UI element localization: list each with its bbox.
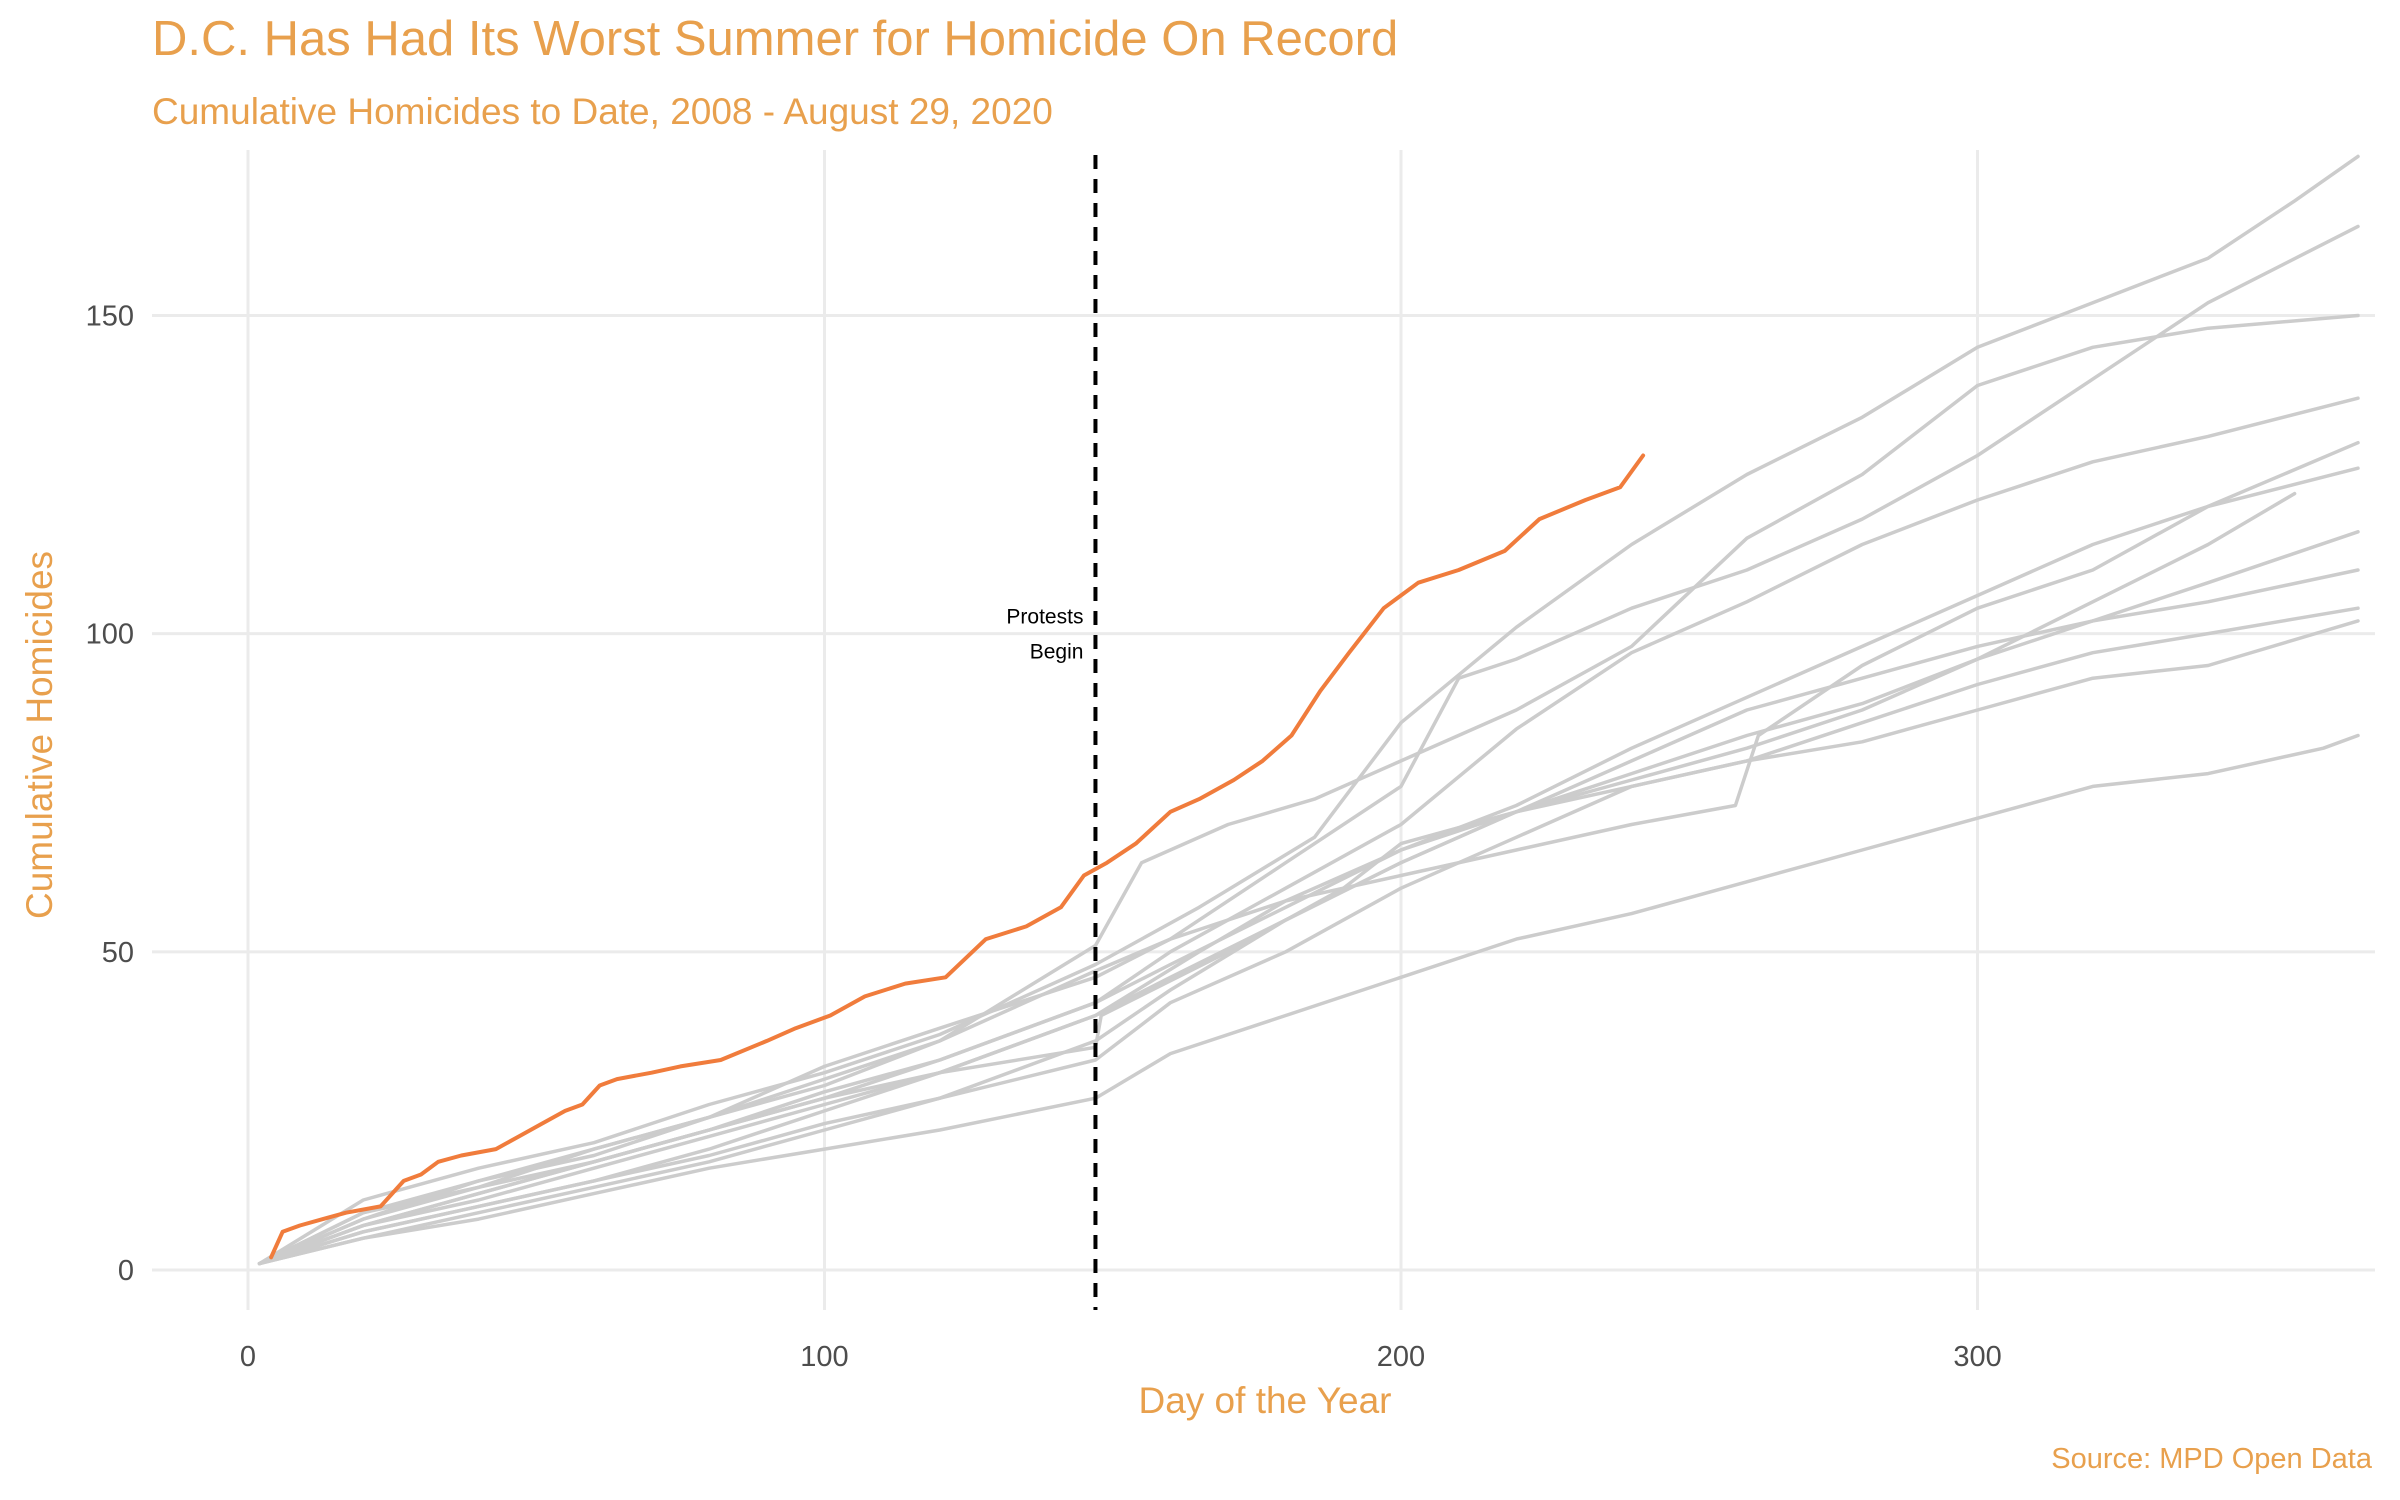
x-tick-label: 0 (240, 1341, 256, 1373)
background-series-group (257, 154, 2360, 1266)
background-series-line (257, 313, 2360, 1266)
x-axis-title: Day of the Year (1138, 1380, 1391, 1421)
x-tick-label: 300 (1953, 1341, 2001, 1373)
x-tick-label: 100 (800, 1341, 848, 1373)
background-series-line (257, 568, 2360, 1266)
y-axis-title: Cumulative Homicides (19, 551, 60, 919)
background-series-line (257, 396, 2360, 1266)
background-series-line (257, 733, 2360, 1266)
axis-labels: 0 50 100 150 0 100 200 300 (86, 300, 2002, 1373)
background-series-line (257, 466, 2360, 1266)
y-tick-label: 100 (86, 619, 134, 651)
protests-annotation: Protests Begin (1006, 155, 1098, 1310)
grid-lines (152, 150, 2375, 1310)
chart-subtitle: Cumulative Homicides to Date, 2008 - Aug… (152, 91, 1053, 132)
background-series-line (257, 619, 2360, 1266)
background-series-line (257, 606, 2360, 1266)
highlight-series-group (269, 453, 1646, 1260)
annotation-text-line2: Begin (1030, 641, 1084, 664)
y-tick-label: 0 (118, 1255, 134, 1287)
chart-title: D.C. Has Had Its Worst Summer for Homici… (152, 12, 1398, 66)
x-tick-label: 200 (1377, 1341, 1425, 1373)
background-series-line (257, 224, 2360, 1266)
annotation-text-line1: Protests (1006, 606, 1083, 629)
highlight-series-line (269, 453, 1646, 1260)
y-tick-label: 50 (102, 937, 134, 969)
y-tick-label: 150 (86, 300, 134, 332)
source-caption: Source: MPD Open Data (2051, 1443, 2373, 1475)
